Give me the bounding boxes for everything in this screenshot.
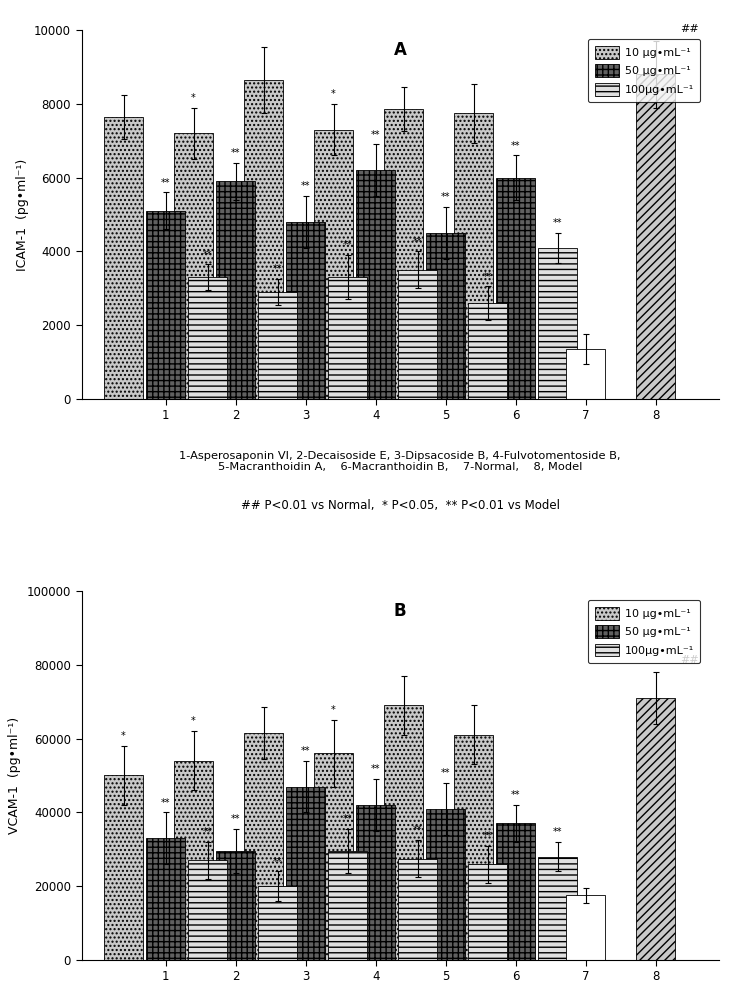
Text: **: ** [343,814,353,824]
Text: **: ** [343,240,353,250]
Text: **: ** [301,181,310,191]
Y-axis label: VCAM-1  (pg•ml⁻¹): VCAM-1 (pg•ml⁻¹) [8,717,21,834]
Bar [496,178,535,399]
Text: ##: ## [680,655,699,665]
Text: **: ** [301,746,310,756]
Bar [259,292,297,399]
Text: **: ** [231,148,240,158]
Text: B: B [393,602,407,620]
Bar [245,80,283,399]
Bar [468,303,507,399]
Y-axis label: ICAM-1  (pg•ml⁻¹): ICAM-1 (pg•ml⁻¹) [16,158,29,271]
Bar [188,277,227,399]
Text: ##: ## [680,24,699,34]
Bar [566,349,605,399]
Bar [385,705,423,960]
Bar [104,117,143,399]
Text: **: ** [511,790,520,800]
Bar [454,113,493,399]
Text: **: ** [511,141,520,151]
Bar [216,851,255,960]
Text: **: ** [553,827,562,837]
Bar [286,222,325,399]
Bar [328,277,367,399]
Bar [356,170,395,399]
Text: **: ** [371,764,380,774]
Bar [314,753,353,960]
Text: *: * [191,716,196,726]
Bar [399,270,437,399]
Text: **: ** [483,831,493,841]
Text: A: A [393,41,407,59]
Bar [426,233,465,399]
Bar [496,823,535,960]
Text: **: ** [203,250,213,260]
Bar [385,109,423,399]
Legend: 10 μg•mL⁻¹, 50 μg•mL⁻¹, 100μg•mL⁻¹: 10 μg•mL⁻¹, 50 μg•mL⁻¹, 100μg•mL⁻¹ [588,39,700,102]
Bar [146,211,185,399]
Text: **: ** [413,825,422,835]
Text: 1-Asperosaponin VI, 2-Decaisoside E, 3-Dipsacoside B, 4-Fulvotomentoside B,
5-Ma: 1-Asperosaponin VI, 2-Decaisoside E, 3-D… [179,451,621,472]
Bar [539,857,577,960]
Text: **: ** [161,798,170,808]
Bar [216,181,255,399]
Bar [468,864,507,960]
Bar [637,698,675,960]
Bar [426,809,465,960]
Bar [104,775,143,960]
Legend: 10 μg•mL⁻¹, 50 μg•mL⁻¹, 100μg•mL⁻¹: 10 μg•mL⁻¹, 50 μg•mL⁻¹, 100μg•mL⁻¹ [588,600,700,663]
Bar [328,851,367,960]
Text: **: ** [441,192,451,202]
Text: **: ** [553,218,562,228]
Text: **: ** [371,130,380,140]
Text: ## P<0.01 vs Normal,  * P<0.05,  ** P<0.01 vs Model: ## P<0.01 vs Normal, * P<0.05, ** P<0.01… [241,499,559,512]
Bar [259,886,297,960]
Bar [188,860,227,960]
Bar [539,248,577,399]
Bar [356,805,395,960]
Text: *: * [191,93,196,103]
Bar [286,787,325,960]
Bar [454,735,493,960]
Bar [174,133,213,399]
Bar [399,859,437,960]
Bar [637,74,675,399]
Bar [566,895,605,960]
Text: **: ** [441,768,451,778]
Text: **: ** [203,827,213,837]
Bar [146,838,185,960]
Text: **: ** [483,272,493,282]
Text: **: ** [273,264,282,274]
Text: **: ** [161,178,170,188]
Bar [245,733,283,960]
Text: *: * [331,89,336,99]
Text: *: * [331,705,336,715]
Text: **: ** [231,814,240,824]
Text: *: * [121,731,126,741]
Text: **: ** [413,237,422,247]
Bar [314,130,353,399]
Text: **: ** [273,857,282,867]
Bar [174,761,213,960]
